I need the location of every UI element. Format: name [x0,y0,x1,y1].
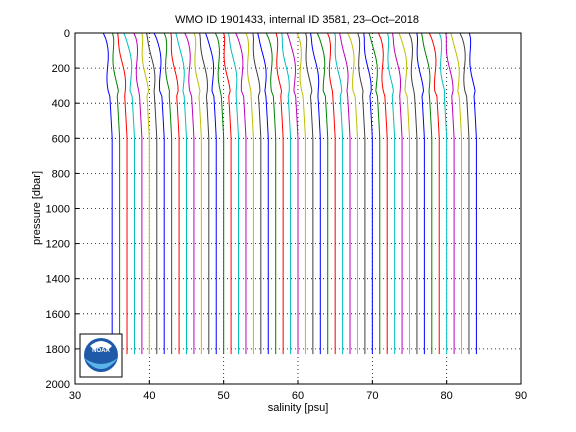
y-axis: 0 200 400 600 800 1000 1200 1400 1600 1800 2000 [46,28,79,391]
salinity-profile-line [428,32,440,355]
y-tick-label: 800 [52,168,70,180]
salinity-profile-line [416,32,425,355]
salinity-profile-line [468,32,477,355]
salinity-profile-line [368,32,381,355]
salinity-profile-line [205,32,217,355]
x-axis: 30 40 50 60 70 80 90 [69,380,527,402]
salinity-profile-line [334,32,344,355]
noaa-logo-text: NOAA [92,348,110,354]
salinity-profile-line [102,32,113,355]
salinity-profile-line [123,32,135,355]
y-tick-label: 200 [52,63,70,75]
salinity-profile-line [170,32,180,355]
x-tick-label: 70 [366,390,378,402]
salinity-profile-line [235,32,247,355]
salinity-profile-line [184,32,195,355]
y-tick-label: 1800 [46,344,70,356]
salinity-profile-line [117,32,128,355]
chart-title: WMO ID 1901433, internal ID 3581, 23–Oct… [175,14,419,26]
salinity-profile-line [450,32,463,355]
salinity-profile-line [310,32,321,355]
salinity-profile-line [223,32,232,355]
salinity-profile-line [347,32,358,355]
salinity-profile-line [316,32,329,355]
salinity-profile-line [133,32,143,355]
salinity-profile-line [153,32,165,355]
salinity-profile-line [228,32,240,355]
salinity-profile-line [146,32,158,355]
salinity-profile-line [275,32,284,355]
noaa-logo: NOAA [79,333,123,378]
salinity-profile-line [245,32,254,355]
x-tick-label: 30 [69,390,81,402]
x-tick-label: 50 [218,390,230,402]
x-tick-label: 90 [515,390,527,402]
salinity-profile-line [408,32,418,355]
salinity-profile-line [438,32,448,355]
y-tick-label: 1400 [46,274,70,286]
salinity-profile-line [193,32,202,355]
salinity-profile-line [112,32,121,355]
salinity-profile-line [387,32,396,355]
x-tick-label: 40 [143,390,155,402]
salinity-profile-line [327,32,336,355]
salinity-profile-line [175,32,187,355]
salinity-profile-line [296,32,306,355]
salinity-profile-line [392,32,403,355]
salinity-profile-line [420,32,433,355]
x-axis-label: salinity [psu] [268,402,329,414]
salinity-profile-line [265,32,277,355]
salinity-profile-line [214,32,225,355]
salinity-profile-line [357,32,366,355]
salinity-profile-line [252,32,262,355]
salinity-profile-line [445,32,455,355]
salinity-profile-line [286,32,299,355]
y-tick-label: 1200 [46,239,70,251]
y-tick-label: 1600 [46,309,70,321]
salinity-profile-line [141,32,150,355]
salinity-profile-line [363,32,373,355]
y-tick-label: 400 [52,98,70,110]
salinity-profile-line [257,32,269,355]
salinity-profile-line [305,32,314,355]
y-tick-label: 2000 [46,379,70,391]
salinity-profile-line [459,32,470,355]
salinity-profile-line [377,32,388,355]
x-tick-label: 60 [292,390,304,402]
salinity-profile-line [281,32,292,355]
y-tick-label: 1000 [46,204,70,216]
profile-series [102,32,477,355]
salinity-profile-line [163,32,173,355]
y-axis-label: pressure [dbar] [31,171,43,245]
salinity-profile-line [199,32,210,355]
y-tick-label: 0 [64,28,70,40]
salinity-profile-line [339,32,351,355]
x-tick-label: 80 [441,390,453,402]
y-tick-label: 600 [52,133,70,145]
salinity-profile-line [398,32,410,355]
